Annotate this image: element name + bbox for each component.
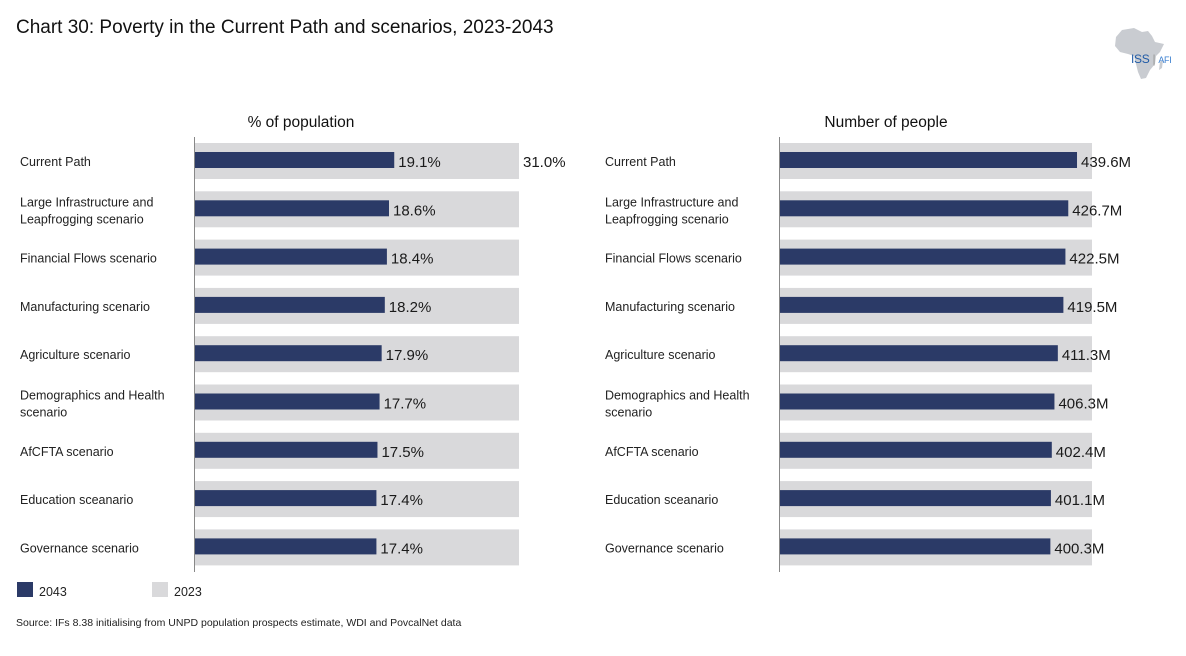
category-label-pct: scenario	[20, 406, 67, 420]
bar-2043-people	[779, 490, 1051, 507]
legend-swatch-2043	[17, 582, 33, 597]
chart-title: Chart 30: Poverty in the Current Path an…	[16, 17, 554, 38]
bar-2043-pct	[194, 441, 378, 458]
bar-2043-people	[779, 538, 1051, 555]
panel-title-pct: % of population	[248, 114, 355, 131]
bar-2043-people	[779, 441, 1052, 458]
legend-swatch-2023	[152, 582, 168, 597]
value-label-2043-pct: 18.6%	[393, 202, 436, 219]
category-label-people: Leapfrogging scenario	[605, 212, 729, 226]
bar-2043-pct	[194, 538, 377, 555]
value-label-2043-people: 422.5M	[1069, 251, 1119, 268]
source-note: Source: IFs 8.38 initialising from UNPD …	[16, 617, 462, 629]
value-label-2043-pct: 17.9%	[386, 347, 429, 364]
category-label-people: Governance scenario	[605, 541, 724, 555]
logo-main: ISS	[1131, 52, 1150, 66]
category-label-people: Agriculture scenario	[605, 348, 716, 362]
africa-map-icon	[1115, 28, 1164, 79]
category-label-people: Manufacturing scenario	[605, 300, 735, 314]
category-label-pct: Large Infrastructure and	[20, 195, 153, 209]
bar-2043-pct	[194, 296, 385, 313]
legend-label-2043: 2043	[39, 584, 67, 599]
value-label-2043-pct: 19.1%	[398, 154, 441, 171]
category-label-pct: Governance scenario	[20, 541, 139, 555]
logo-text: ISS | AFI	[1131, 52, 1172, 66]
category-label-people: AfCFTA scenario	[605, 445, 699, 459]
category-label-people: Large Infrastructure and	[605, 195, 738, 209]
value-label-2043-people: 411.3M	[1062, 347, 1111, 364]
value-label-2043-people: 406.3M	[1058, 396, 1108, 413]
category-label-people: scenario	[605, 406, 652, 420]
value-label-2043-pct: 17.7%	[384, 396, 427, 413]
category-label-pct: Leapfrogging scenario	[20, 212, 144, 226]
category-label-pct: Agriculture scenario	[20, 348, 131, 362]
category-label-people: Current Path	[605, 155, 676, 169]
value-label-2043-pct: 18.4%	[391, 251, 434, 268]
bar-2043-people	[779, 393, 1055, 410]
bar-2043-people	[779, 296, 1064, 313]
value-label-2043-people: 400.3M	[1054, 540, 1104, 557]
value-label-2043-people: 401.1M	[1055, 492, 1105, 509]
category-label-pct: Education sceanario	[20, 493, 133, 507]
value-label-2023-pct: 31.0%	[523, 154, 566, 171]
value-label-2043-pct: 18.2%	[389, 299, 432, 316]
bar-2043-pct	[194, 345, 382, 362]
bar-2043-pct	[194, 152, 395, 168]
legend-item-2043: 2043	[17, 582, 67, 599]
value-label-2043-pct: 17.4%	[380, 492, 423, 509]
value-label-2043-people: 402.4M	[1056, 444, 1106, 461]
category-label-pct: Manufacturing scenario	[20, 300, 150, 314]
category-label-pct: Current Path	[20, 155, 91, 169]
iss-afi-logo	[1108, 26, 1178, 82]
category-label-pct: Demographics and Health	[20, 389, 165, 403]
legend-label-2023: 2023	[174, 584, 202, 599]
bar-2043-people	[779, 200, 1069, 217]
bar-2043-people	[779, 345, 1058, 362]
bar-2043-people	[779, 248, 1066, 265]
category-label-people: Demographics and Health	[605, 389, 750, 403]
logo-sub: AFI	[1158, 55, 1172, 65]
value-label-2043-people: 439.6M	[1081, 154, 1131, 171]
bar-2043-pct	[194, 248, 387, 265]
value-label-2043-people: 419.5M	[1067, 299, 1117, 316]
value-label-2043-pct: 17.5%	[381, 444, 424, 461]
value-label-2043-people: 426.7M	[1072, 202, 1122, 219]
bar-2043-people	[779, 152, 1078, 168]
legend-item-2023: 2023	[152, 582, 202, 599]
bar-2043-pct	[194, 490, 377, 507]
panel-title-people: Number of people	[824, 114, 947, 131]
category-label-people: Financial Flows scenario	[605, 252, 742, 266]
bar-2043-pct	[194, 393, 380, 410]
value-label-2043-pct: 17.4%	[380, 540, 423, 557]
category-label-people: Education sceanario	[605, 493, 718, 507]
bar-2043-pct	[194, 200, 389, 217]
category-label-pct: Financial Flows scenario	[20, 252, 157, 266]
category-label-pct: AfCFTA scenario	[20, 445, 114, 459]
